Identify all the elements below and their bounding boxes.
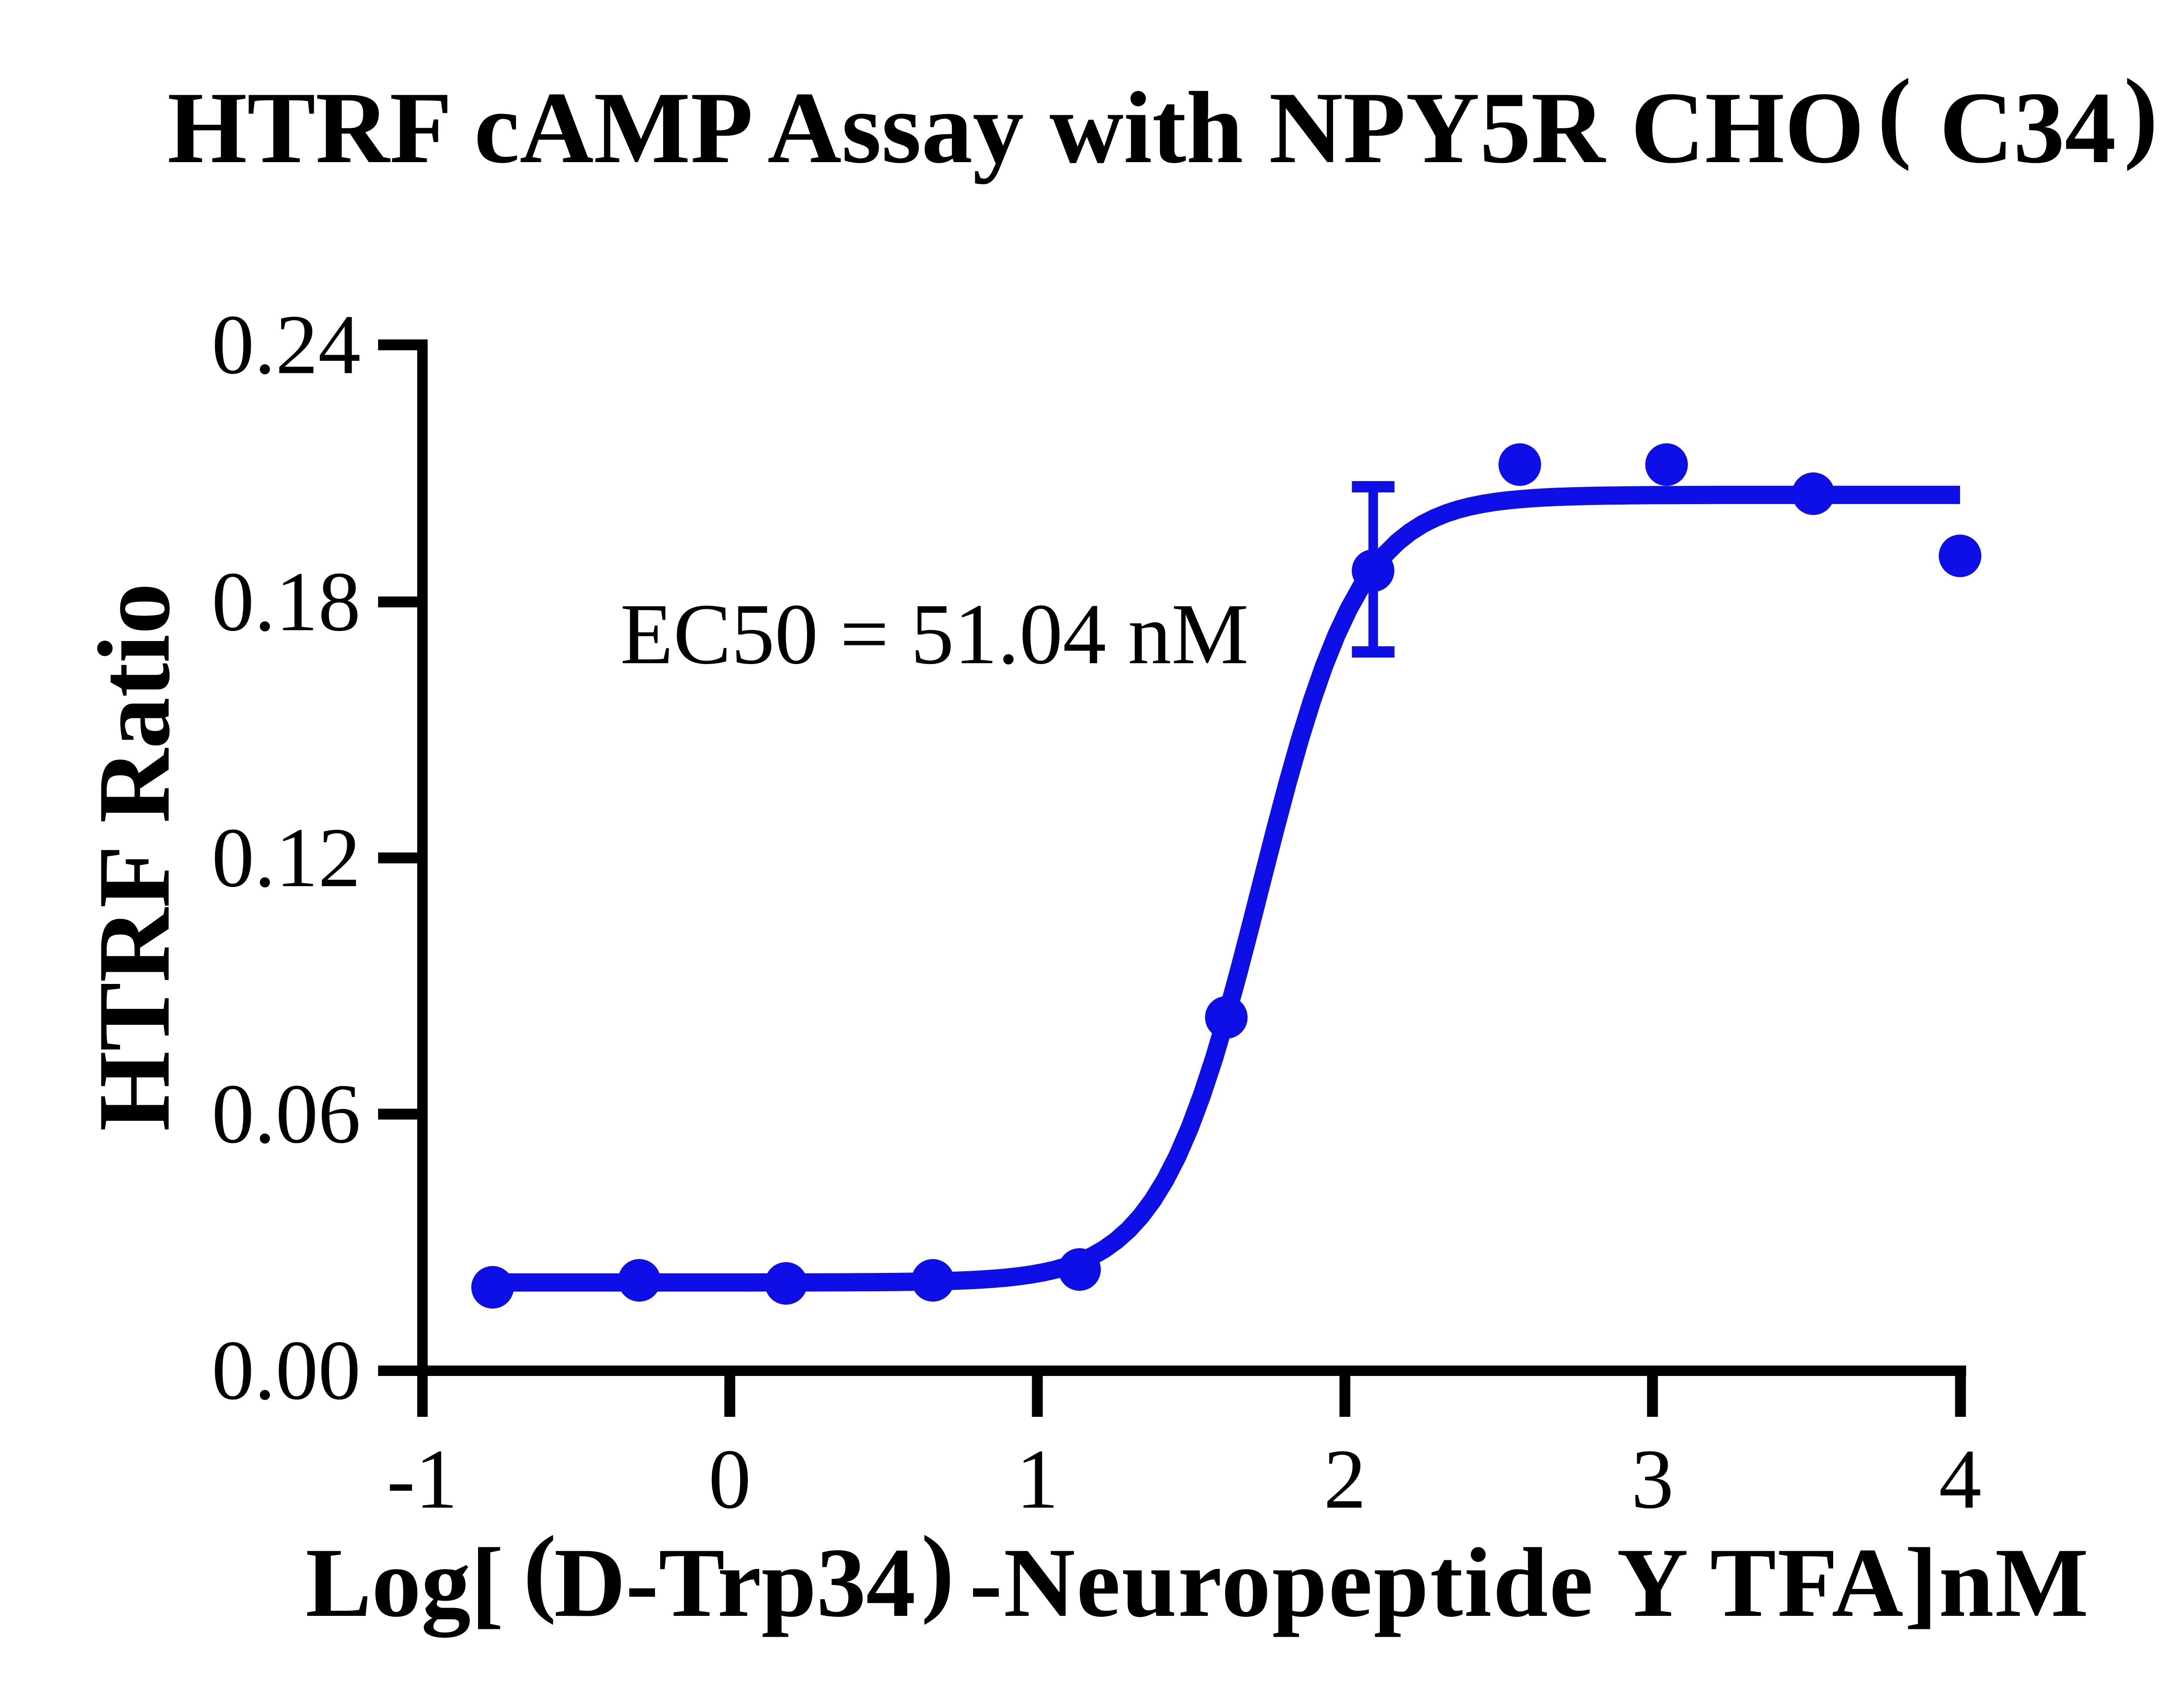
svg-text:0.12: 0.12 xyxy=(212,811,361,905)
svg-text:HTRF Ratio: HTRF Ratio xyxy=(77,583,191,1131)
svg-text:-1: -1 xyxy=(387,1432,458,1526)
svg-text:3: 3 xyxy=(1631,1432,1674,1526)
svg-text:EC50 = 51.04 nM: EC50 = 51.04 nM xyxy=(620,586,1249,682)
svg-text:0.24: 0.24 xyxy=(212,298,361,392)
svg-text:0.00: 0.00 xyxy=(212,1323,361,1418)
svg-text:0.18: 0.18 xyxy=(212,555,361,649)
svg-text:4: 4 xyxy=(1939,1432,1981,1526)
svg-text:HTRF cAMP Assay with NPY5R CHO: HTRF cAMP Assay with NPY5R CHO(C34) xyxy=(167,58,2158,185)
svg-text:1: 1 xyxy=(1016,1432,1059,1526)
svg-text:0.06: 0.06 xyxy=(212,1067,361,1161)
svg-text:2: 2 xyxy=(1324,1432,1366,1526)
svg-text:0: 0 xyxy=(708,1432,751,1526)
svg-text:Log[(D-Trp34)-Neuropeptide Y T: Log[(D-Trp34) -Neuropeptide Y TFA]nM xyxy=(306,1516,2090,1638)
